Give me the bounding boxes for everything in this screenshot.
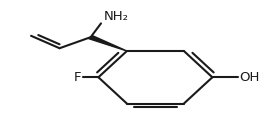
Text: OH: OH xyxy=(239,71,260,84)
Text: F: F xyxy=(74,71,82,84)
Text: NH₂: NH₂ xyxy=(103,10,129,23)
Polygon shape xyxy=(89,36,127,51)
